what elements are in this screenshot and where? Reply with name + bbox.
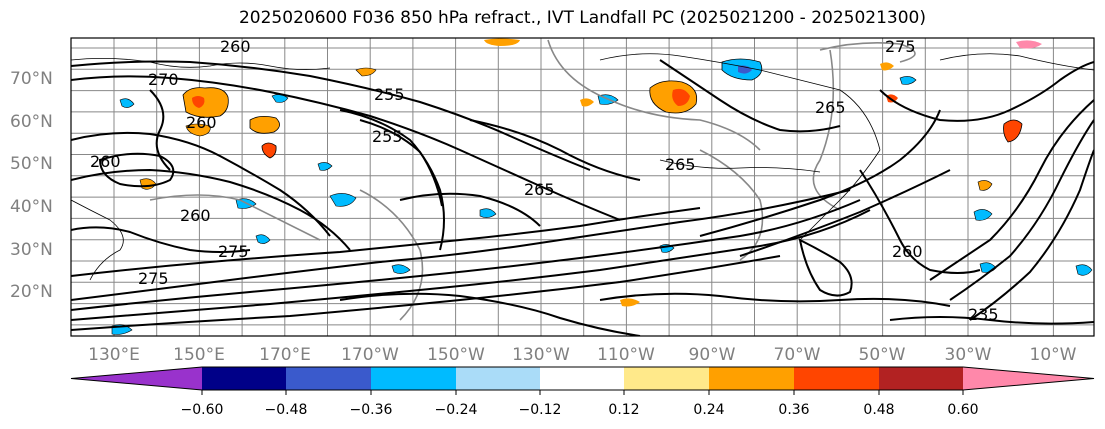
black-contours [71,59,1094,336]
contour-label: 235 [968,305,999,324]
lat-label: 60°N [10,112,53,132]
colorbar-tick-label: 0.60 [947,402,978,418]
positive-anomaly-region [249,116,280,134]
colorbar-tick-label: 0.36 [778,402,809,418]
positive-anomaly-region [185,123,211,137]
strong-positive-anomaly-region [192,96,205,108]
lon-label: 30°W [945,345,992,365]
contour-label: 275 [885,37,916,56]
colorbar-over-extension [963,367,1094,390]
lon-label: 130°E [88,345,140,365]
lat-label: 70°N [10,69,53,89]
colorbar-tick-label: 0.48 [863,402,894,418]
negative-anomaly-region [271,94,289,103]
positive-anomaly-region [182,87,229,118]
colorbar-segment [624,367,709,390]
coastlines [71,53,1094,281]
map-title: 2025020600 F036 850 hPa refract., IVT La… [238,8,926,28]
negative-anomaly-region [119,98,135,108]
shaded-anomaly-field [111,38,1093,335]
colorbar-under-extension [71,367,202,390]
contour-label: 260 [180,206,211,225]
colorbar-segment [709,367,794,390]
colorbar-segment [456,367,540,390]
colorbar-tick-label: −0.24 [435,402,478,418]
graticule [71,38,1094,336]
lat-label: 40°N [10,197,53,217]
positive-anomaly-region [580,98,594,107]
contour-label: 270 [148,70,179,89]
lon-label: 50°W [859,345,906,365]
positive-anomaly-region [261,142,277,159]
lon-label: 110°W [597,345,655,365]
negative-anomaly-region [255,234,271,244]
colorbar-tick-label: 0.24 [693,402,724,418]
colorbar-segment [371,367,456,390]
contour-label: 260 [220,37,251,56]
colorbar-tick-label: −0.48 [265,402,308,418]
colorbar-segment [794,367,879,390]
contour-label: 265 [815,98,846,117]
colorbar-tick-label: 0.12 [608,402,639,418]
map-frame [70,37,1095,337]
contour-label: 260 [90,152,121,171]
lon-label: 170°E [259,345,311,365]
positive-anomaly-region [977,180,993,191]
negative-anomaly-region [479,208,497,218]
contour-label: 260 [186,113,217,132]
colorbar-segment [202,367,286,390]
negative-anomaly-region [973,209,993,221]
strong-positive-anomaly-region [672,88,690,106]
latitude-labels: 70°N 60°N 50°N 40°N 30°N 20°N [10,69,53,302]
lon-label: 170°W [341,345,399,365]
lon-label: 70°W [774,345,821,365]
colorbar-tick-label: −0.60 [181,402,224,418]
positive-anomaly-region [880,62,894,71]
colorbar-segment [540,367,624,390]
lon-label: 130°W [512,345,570,365]
colorbar-segment [286,367,371,390]
negative-anomaly-region [1075,264,1093,276]
positive-anomaly-region [355,67,377,77]
negative-anomaly-region [329,193,357,207]
contour-label: 275 [218,242,249,261]
contour-label: 260 [892,242,923,261]
lon-label: 10°W [1030,345,1077,365]
colorbar-tick-label: −0.12 [519,402,562,418]
contour-label: 275 [138,269,169,288]
lat-label: 20°N [10,282,53,302]
lon-label: 90°W [689,345,736,365]
lat-label: 30°N [10,240,53,260]
positive-anomaly-region [620,298,640,307]
contour-label: 255 [374,85,405,104]
positive-anomaly-region [1003,119,1023,143]
negative-anomaly-region [317,162,333,171]
colorbar-segment [879,367,963,390]
contour-labels: 260 270 260 260 260 275 275 265 265 275 … [90,37,999,324]
map-panel [71,38,1094,336]
longitude-labels: 130°E 150°E 170°E 170°W 150°W 130°W 110°… [88,345,1077,365]
contour-label: 265 [524,180,555,199]
colorbar-tick-label: −0.36 [350,402,393,418]
lon-label: 150°W [427,345,485,365]
positive-anomaly-region [1016,40,1042,49]
positive-anomaly-region [484,38,520,46]
negative-anomaly-region [391,264,411,274]
contour-label: 265 [665,155,696,174]
colorbar: −0.60 −0.48 −0.36 −0.24 −0.12 0.12 0.24 0.36 0.4… [70,366,1095,418]
contour-label: 255 [372,127,403,146]
negative-anomaly-region [899,76,917,85]
lon-label: 150°E [173,345,225,365]
positive-anomaly-region [886,94,898,103]
lat-label: 50°N [10,154,53,174]
